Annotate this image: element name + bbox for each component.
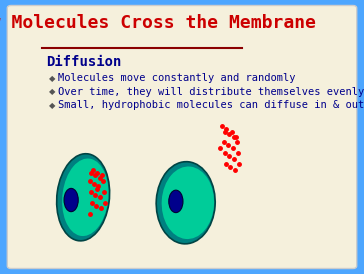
Text: ◆: ◆ xyxy=(50,101,56,110)
Ellipse shape xyxy=(162,167,214,239)
Text: Diffusion: Diffusion xyxy=(46,55,122,69)
Ellipse shape xyxy=(156,162,215,244)
Text: ◆: ◆ xyxy=(50,87,56,96)
Ellipse shape xyxy=(64,189,78,212)
Text: ◆: ◆ xyxy=(50,74,56,82)
Text: Molecules move constantly and randomly: Molecules move constantly and randomly xyxy=(58,73,296,83)
Text: Over time, they will distribute themselves evenly: Over time, they will distribute themselv… xyxy=(58,87,364,97)
Ellipse shape xyxy=(57,154,110,241)
Text: How Molecules Cross the Membrane: How Molecules Cross the Membrane xyxy=(0,14,316,32)
FancyBboxPatch shape xyxy=(41,10,244,51)
Ellipse shape xyxy=(169,190,183,213)
Text: Small, hydrophobic molecules can diffuse in & out of cells: Small, hydrophobic molecules can diffuse… xyxy=(58,101,364,110)
Ellipse shape xyxy=(62,158,108,236)
